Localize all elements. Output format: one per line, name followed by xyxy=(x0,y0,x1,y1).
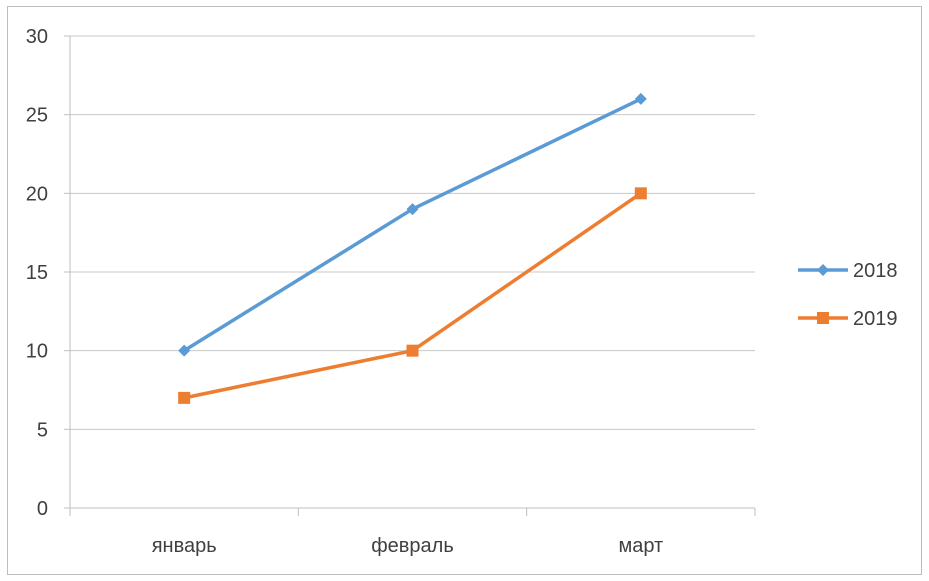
series-line-2019 xyxy=(183,191,642,400)
data-point-2019 xyxy=(634,187,647,200)
series-line-2018 xyxy=(183,97,642,353)
data-point-2018 xyxy=(406,203,419,216)
y-tick-label: 0 xyxy=(37,498,48,520)
y-tick-label: 20 xyxy=(26,183,48,205)
legend-label: 2018 xyxy=(853,260,898,282)
legend-marker-2018 xyxy=(817,264,829,276)
y-tick-label: 30 xyxy=(26,26,48,48)
data-point-2018 xyxy=(178,344,191,357)
legend-label: 2019 xyxy=(853,308,898,330)
y-axis-ticks: 0 5 10 15 20 25 30 xyxy=(26,26,48,520)
data-point-2018 xyxy=(634,92,647,105)
axes xyxy=(64,35,756,516)
gridlines xyxy=(70,35,755,430)
x-tick-label: январь xyxy=(152,535,217,557)
data-point-2019 xyxy=(406,344,419,357)
chart-frame xyxy=(7,6,922,575)
x-tick-label: март xyxy=(618,535,663,557)
legend: 2018 2019 xyxy=(798,260,898,330)
legend-marker-2019 xyxy=(817,312,829,324)
y-tick-label: 5 xyxy=(37,419,48,441)
y-tick-label: 15 xyxy=(26,262,48,284)
x-axis-ticks: январь февраль март xyxy=(152,535,664,557)
x-tick-label: февраль xyxy=(371,535,454,557)
y-tick-label: 10 xyxy=(26,341,48,363)
data-point-2019 xyxy=(178,391,191,404)
y-tick-label: 25 xyxy=(26,105,48,127)
series-lines xyxy=(178,92,647,404)
